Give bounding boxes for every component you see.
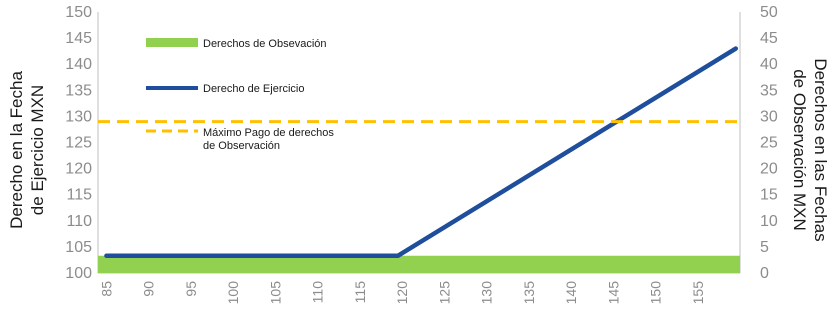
- left-axis-title-line-2: de Ejercicio MXN: [28, 85, 47, 215]
- legend-label-derecho-ejercicio: Derecho de Ejercicio: [203, 83, 305, 95]
- x-tick-label: 135: [521, 281, 537, 305]
- left-axis-title-line-1: Derecho en la Fecha: [7, 71, 26, 229]
- x-tick-label: 115: [352, 281, 368, 304]
- right-y-tick-label: 50: [760, 4, 778, 21]
- left-axis-title: Derecho en la Fecha de Ejercicio MXN: [7, 71, 47, 229]
- series-area-derechos-observacion: [98, 255, 740, 273]
- x-tick-label: 90: [141, 281, 157, 297]
- x-tick-label: 150: [648, 281, 664, 305]
- x-tick-label: 145: [605, 281, 621, 305]
- left-y-tick-label: 130: [65, 108, 92, 125]
- x-tick-label: 85: [98, 281, 114, 297]
- right-y-tick-label: 0: [760, 265, 769, 282]
- x-tick-label: 95: [183, 281, 199, 297]
- right-y-tick-label: 15: [760, 187, 778, 204]
- x-tick-label: 130: [479, 281, 495, 305]
- right-y-tick-label: 45: [760, 30, 778, 47]
- left-y-tick-label: 115: [66, 187, 92, 204]
- tick-labels: 100 105 110 115 120 125 130 135 140 145 150 0 5 10 15 2…: [65, 4, 778, 304]
- x-tick-label: 125: [436, 281, 452, 305]
- right-y-tick-label: 25: [760, 135, 778, 152]
- left-y-tick-label: 150: [65, 4, 92, 21]
- right-y-tick-label: 20: [760, 161, 778, 178]
- right-y-tick-label: 40: [760, 56, 778, 73]
- x-tick-label: 110: [310, 281, 326, 304]
- x-tick-label: 140: [563, 281, 579, 305]
- right-axis-title: Derechos en las Fechas de Observación MX…: [790, 58, 830, 241]
- left-y-tick-label: 105: [65, 239, 92, 256]
- right-y-tick-label: 35: [760, 82, 778, 99]
- left-y-tick-label: 120: [65, 161, 92, 178]
- x-tick-label: 155: [690, 281, 706, 305]
- left-y-tick-label: 100: [65, 265, 92, 282]
- legend-label-maximo-pago: Máximo Pago de derechos de Observación: [203, 127, 334, 152]
- plot-area: [97, 12, 741, 274]
- right-y-tick-label: 30: [760, 108, 778, 125]
- right-y-tick-label: 5: [760, 239, 769, 256]
- left-y-tick-label: 145: [65, 30, 92, 47]
- legend: Derechos de Obsevación Derecho de Ejercic…: [146, 38, 334, 152]
- legend-label-derechos-observacion: Derechos de Obsevación: [203, 38, 327, 50]
- right-axis-title-line-1: Derechos en las Fechas: [811, 58, 830, 241]
- right-axis-title-line-2: de Observación MXN: [790, 69, 809, 231]
- left-y-tick-label: 110: [66, 213, 92, 230]
- right-y-tick-label: 10: [760, 213, 778, 230]
- legend-swatch-derechos-observacion: [146, 38, 198, 47]
- x-tick-label: 120: [394, 281, 410, 305]
- left-y-tick-label: 135: [65, 82, 92, 99]
- x-tick-label: 100: [225, 281, 241, 305]
- left-y-tick-label: 125: [65, 135, 92, 152]
- left-y-tick-label: 140: [65, 56, 92, 73]
- x-tick-label: 105: [267, 281, 283, 305]
- series-line-derecho-ejercicio: [104, 46, 739, 259]
